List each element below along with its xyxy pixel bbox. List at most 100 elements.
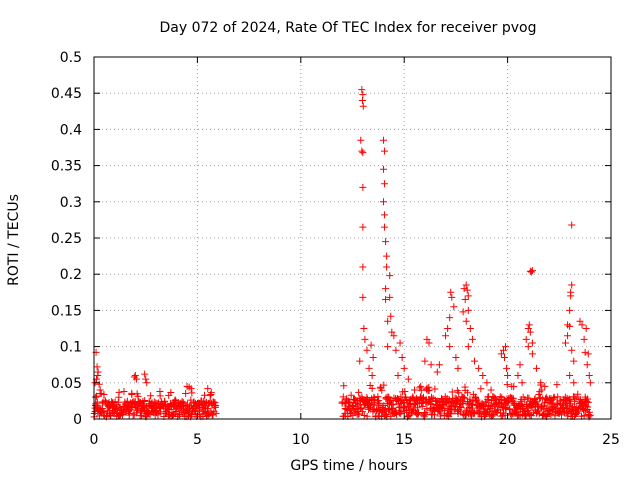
data-point: [584, 395, 592, 403]
data-point: [388, 328, 396, 336]
data-point: [398, 353, 406, 361]
data-point: [522, 335, 530, 343]
data-point: [421, 357, 429, 365]
data-point: [131, 372, 139, 380]
data-point: [182, 389, 190, 397]
data-point: [468, 335, 476, 343]
data-point: [383, 252, 391, 260]
data-point: [528, 350, 536, 358]
y-tick-label: 0.05: [51, 376, 82, 392]
data-point: [380, 198, 388, 206]
data-point: [358, 147, 366, 155]
data-point: [475, 364, 483, 372]
data-point: [556, 408, 564, 416]
data-point: [468, 400, 476, 408]
data-point: [574, 390, 582, 398]
data-point: [442, 332, 450, 340]
data-point: [524, 325, 532, 332]
data-point: [425, 386, 433, 394]
data-point: [405, 412, 413, 420]
data-point: [387, 312, 395, 320]
data-point: [382, 238, 390, 246]
data-point: [566, 322, 574, 330]
data-point: [93, 363, 101, 371]
data-point: [207, 389, 215, 397]
data-point: [206, 392, 214, 400]
data-point: [359, 149, 367, 157]
data-point: [400, 364, 408, 372]
y-tick-label: 0.4: [60, 122, 82, 138]
data-point: [570, 357, 578, 365]
data-point: [96, 390, 104, 398]
data-point: [123, 397, 131, 405]
x-axis-label: GPS time / hours: [290, 458, 407, 474]
data-point: [464, 292, 472, 300]
data-point: [383, 263, 391, 271]
y-tick-label: 0.2: [60, 267, 82, 283]
data-point: [582, 325, 590, 332]
data-point: [457, 404, 465, 412]
y-tick-label: 0.15: [51, 303, 82, 319]
data-point: [583, 361, 591, 369]
data-point: [550, 394, 558, 402]
data-point: [147, 392, 155, 400]
data-point: [415, 408, 423, 416]
data-point: [565, 395, 573, 403]
data-point: [538, 386, 546, 394]
data-point: [444, 325, 452, 332]
data-point: [359, 293, 367, 301]
data-point: [432, 396, 440, 404]
data-point: [376, 399, 384, 407]
data-point: [356, 357, 364, 365]
y-tick-label: 0: [73, 412, 82, 428]
data-point: [447, 288, 455, 296]
data-point: [464, 389, 472, 397]
data-point: [204, 385, 212, 393]
data-point: [435, 361, 443, 369]
data-point: [369, 407, 377, 415]
data-point: [578, 321, 586, 329]
data-point: [507, 411, 515, 419]
data-point: [428, 393, 436, 401]
data-point: [483, 379, 491, 387]
data-point: [502, 343, 510, 351]
data-point: [466, 395, 474, 403]
data-point: [133, 406, 141, 414]
data-point: [409, 393, 417, 401]
data-point: [167, 389, 175, 397]
data-point: [366, 402, 374, 410]
data-point: [369, 353, 377, 361]
data-point: [518, 379, 526, 387]
data-point: [207, 407, 215, 415]
data-point: [477, 385, 485, 393]
data-point: [484, 396, 492, 404]
data-point: [359, 102, 367, 110]
data-point: [421, 409, 429, 417]
data-point: [388, 400, 396, 408]
data-point: [340, 382, 348, 390]
data-point: [380, 165, 388, 173]
data-point: [585, 372, 593, 380]
data-point: [450, 303, 458, 311]
data-point: [504, 372, 512, 380]
data-point: [479, 372, 487, 380]
axis-ticks: 0 0.05 0.1 0.15 0.2 0.25 0.3 0.35 0.4 0.45 0.5 0 5 10…: [51, 50, 620, 448]
data-point: [545, 409, 553, 417]
data-point: [581, 348, 589, 356]
data-point: [393, 394, 401, 402]
data-point: [568, 346, 576, 354]
data-point: [566, 372, 574, 380]
data-point: [433, 368, 441, 376]
data-point: [384, 406, 392, 414]
data-point: [156, 387, 164, 395]
data-point: [521, 396, 529, 404]
data-point: [541, 382, 549, 390]
data-point: [212, 409, 220, 417]
data-point: [510, 383, 518, 391]
data-point: [455, 389, 463, 397]
data-point: [418, 395, 426, 403]
data-point: [500, 353, 508, 361]
data-point: [464, 306, 472, 314]
data-point: [511, 407, 519, 415]
data-point: [584, 350, 592, 358]
